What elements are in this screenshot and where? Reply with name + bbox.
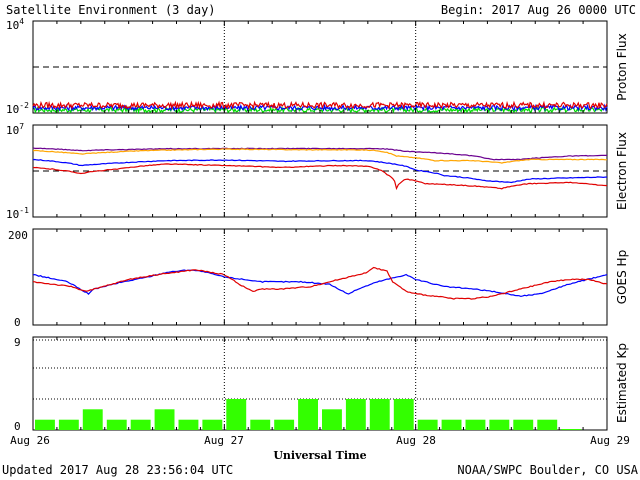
- proton-ytick-bottom: 10-2: [6, 101, 29, 116]
- xtick-aug29: Aug 29: [590, 434, 630, 447]
- x-axis-label: Universal Time: [273, 449, 366, 462]
- xtick-aug26: Aug 26: [10, 434, 50, 447]
- electron-ytick-bottom: 10-1: [6, 206, 29, 221]
- kp-bar: [178, 419, 199, 430]
- updated-timestamp: Updated 2017 Aug 28 23:56:04 UTC: [2, 463, 233, 477]
- proton-series-red: [32, 100, 608, 111]
- kp-bar: [250, 419, 271, 430]
- kp-ytick-top: 9: [14, 336, 21, 349]
- kp-bar: [537, 419, 558, 430]
- kp-bar: [465, 419, 486, 430]
- kp-panel: 9 0 Estimated Kp: [14, 336, 629, 433]
- goes-hp-ylabel: GOES Hp: [615, 250, 629, 304]
- kp-bar: [369, 399, 390, 430]
- electron-flux-series: [32, 147, 608, 191]
- electron-series-blue: [32, 158, 608, 184]
- panel-frame: [32, 20, 608, 114]
- panel-frame: [32, 228, 608, 326]
- kp-bar: [82, 409, 103, 430]
- kp-bar: [393, 399, 414, 430]
- estimated-kp-ylabel: Estimated Kp: [615, 343, 629, 423]
- kp-bar: [441, 419, 462, 430]
- plot-title: Satellite Environment (3 day): [6, 3, 216, 17]
- kp-bar: [58, 419, 79, 430]
- kp-bars: [33, 339, 607, 430]
- kp-bar: [298, 399, 318, 430]
- proton-ytick-top: 104: [6, 17, 24, 32]
- credit-text: NOAA/SWPC Boulder, CO USA: [457, 463, 638, 477]
- day-separator-lines: [32, 21, 608, 430]
- kp-bar: [345, 399, 366, 430]
- goes-hp-panel: 200 0 GOES Hp: [8, 228, 629, 329]
- kp-bar: [489, 419, 510, 430]
- xtick-aug27: Aug 27: [204, 434, 244, 447]
- kp-bar: [274, 419, 295, 430]
- kp-bar: [130, 419, 151, 430]
- proton-flux-series: [32, 66, 608, 115]
- hp-ytick-top: 200: [8, 229, 28, 242]
- kp-bar: [154, 409, 175, 430]
- hp-series-red: [32, 266, 608, 300]
- kp-ytick-bottom: 0: [14, 420, 21, 433]
- kp-bar: [35, 419, 55, 430]
- kp-bar: [202, 419, 223, 430]
- proton-flux-panel: 104 10-2 Proton Flux: [6, 17, 629, 116]
- electron-series-red: [32, 163, 608, 191]
- kp-bar: [322, 409, 342, 430]
- proton-flux-ylabel: Proton Flux: [615, 33, 629, 100]
- hp-series-blue: [32, 269, 608, 298]
- electron-series-purple: [32, 147, 607, 161]
- electron-ytick-top: 107: [6, 122, 24, 137]
- panel-frame: [32, 124, 608, 218]
- begin-date: Begin: 2017 Aug 26 0000 UTC: [441, 3, 636, 17]
- goes-hp-series: [32, 266, 608, 300]
- kp-bar: [226, 399, 247, 430]
- kp-bar: [106, 419, 127, 430]
- xtick-aug28: Aug 28: [396, 434, 436, 447]
- electron-flux-panel: 107 10-1 Electron Flux: [6, 122, 629, 221]
- hp-ytick-bottom: 0: [14, 316, 21, 329]
- electron-series-orange: [32, 148, 608, 164]
- panel-frame: [32, 336, 608, 431]
- electron-flux-ylabel: Electron Flux: [615, 132, 629, 210]
- kp-bar: [417, 419, 438, 430]
- kp-bar: [513, 419, 534, 430]
- kp-bar: [561, 429, 582, 430]
